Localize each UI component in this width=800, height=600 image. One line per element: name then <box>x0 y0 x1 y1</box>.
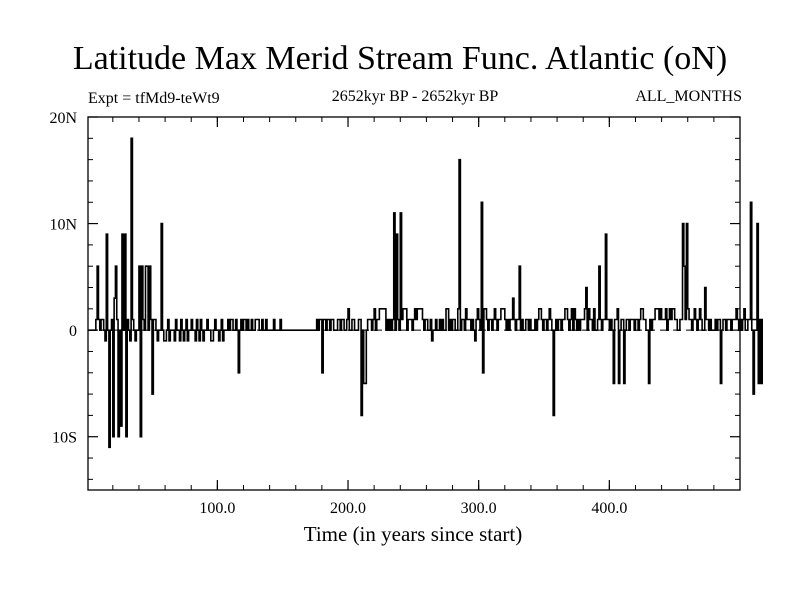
y-tick-label: 0 <box>69 323 77 340</box>
x-tick-label: 300.0 <box>461 500 497 517</box>
y-tick-label: 20N <box>49 110 77 127</box>
x-axis-label: Time (in years since start) <box>304 522 523 546</box>
period-label: 2652kyr BP - 2652kyr BP <box>331 88 499 105</box>
axes: 100.0 200.0 300.0 400.0 20N 10N 0 10S <box>49 110 741 517</box>
y-tick-label: 10N <box>49 217 77 234</box>
experiment-label: Expt = tfMd9-teWt9 <box>88 90 220 107</box>
months-label: ALL_MONTHS <box>635 88 742 105</box>
series-line-0 <box>88 137 764 449</box>
chart-title: Latitude Max Merid Stream Func. Atlantic… <box>72 40 728 77</box>
plot-frame <box>87 116 741 491</box>
x-tick-label: 100.0 <box>199 500 235 517</box>
x-tick-label: 400.0 <box>591 500 627 517</box>
x-tick-label: 200.0 <box>330 500 366 517</box>
plot-area <box>88 137 764 449</box>
y-tick-label: 10S <box>52 430 77 447</box>
